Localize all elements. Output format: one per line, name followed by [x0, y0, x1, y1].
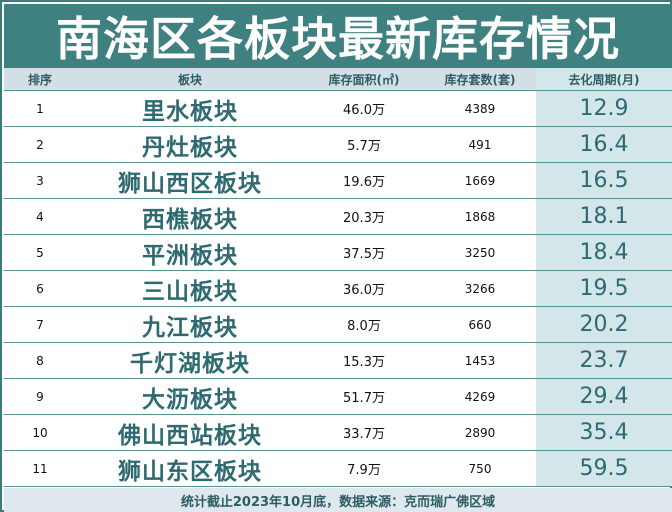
row-index: 2	[4, 126, 76, 163]
header-period: 去化周期(月)	[536, 68, 672, 91]
row-block-name: 三山板块	[76, 270, 304, 307]
header-area: 库存面积(㎡)	[304, 68, 424, 91]
row-inventory-area: 5.7万	[304, 126, 424, 163]
row-absorption-period: 29.4	[536, 378, 672, 415]
table-row: 5 平洲板块 37.5万 3250 18.4	[4, 234, 672, 271]
row-inventory-units: 750	[424, 450, 536, 487]
row-inventory-units: 4269	[424, 378, 536, 415]
row-inventory-units: 1868	[424, 198, 536, 235]
table-row: 7 九江板块 8.0万 660 20.2	[4, 306, 672, 343]
row-block-name: 千灯湖板块	[76, 342, 304, 379]
row-inventory-units: 2890	[424, 414, 536, 451]
row-inventory-units: 660	[424, 306, 536, 343]
row-inventory-units: 3250	[424, 234, 536, 271]
row-index: 5	[4, 234, 76, 271]
row-absorption-period: 16.4	[536, 126, 672, 163]
row-absorption-period: 59.5	[536, 450, 672, 487]
row-index: 4	[4, 198, 76, 235]
row-index: 3	[4, 162, 76, 199]
table-row: 9 大沥板块 51.7万 4269 29.4	[4, 378, 672, 415]
source-footnote: 统计截止2023年10月底，数据来源：克而瑞广佛区域	[4, 488, 672, 512]
table-header-row: 排序 板块 库存面积(㎡) 库存套数(套) 去化周期(月)	[4, 68, 672, 91]
table-row: 6 三山板块 36.0万 3266 19.5	[4, 270, 672, 307]
row-inventory-units: 3266	[424, 270, 536, 307]
header-index: 排序	[4, 68, 76, 91]
inventory-table: 排序 板块 库存面积(㎡) 库存套数(套) 去化周期(月) 1 里水板块 46.0万…	[4, 68, 672, 487]
row-index: 7	[4, 306, 76, 343]
row-index: 6	[4, 270, 76, 307]
table-row: 2 丹灶板块 5.7万 491 16.4	[4, 126, 672, 163]
row-inventory-area: 51.7万	[304, 378, 424, 415]
row-block-name: 西樵板块	[76, 198, 304, 235]
row-absorption-period: 12.9	[536, 90, 672, 127]
row-inventory-units: 4389	[424, 90, 536, 127]
row-inventory-area: 36.0万	[304, 270, 424, 307]
row-inventory-area: 33.7万	[304, 414, 424, 451]
row-block-name: 狮山西区板块	[76, 162, 304, 199]
row-inventory-area: 46.0万	[304, 90, 424, 127]
table-row: 3 狮山西区板块 19.6万 1669 16.5	[4, 162, 672, 199]
row-inventory-area: 37.5万	[304, 234, 424, 271]
row-absorption-period: 16.5	[536, 162, 672, 199]
row-block-name: 佛山西站板块	[76, 414, 304, 451]
row-block-name: 大沥板块	[76, 378, 304, 415]
row-inventory-units: 491	[424, 126, 536, 163]
row-inventory-area: 8.0万	[304, 306, 424, 343]
row-index: 9	[4, 378, 76, 415]
row-absorption-period: 20.2	[536, 306, 672, 343]
row-index: 1	[4, 90, 76, 127]
row-index: 10	[4, 414, 76, 451]
row-block-name: 丹灶板块	[76, 126, 304, 163]
row-absorption-period: 35.4	[536, 414, 672, 451]
row-inventory-area: 7.9万	[304, 450, 424, 487]
row-block-name: 狮山东区板块	[76, 450, 304, 487]
row-inventory-units: 1453	[424, 342, 536, 379]
row-block-name: 九江板块	[76, 306, 304, 343]
row-inventory-area: 19.6万	[304, 162, 424, 199]
table-row: 4 西樵板块 20.3万 1868 18.1	[4, 198, 672, 235]
row-absorption-period: 18.1	[536, 198, 672, 235]
row-absorption-period: 23.7	[536, 342, 672, 379]
table-row: 11 狮山东区板块 7.9万 750 59.5	[4, 450, 672, 487]
row-inventory-area: 20.3万	[304, 198, 424, 235]
row-index: 11	[4, 450, 76, 487]
table-row: 8 千灯湖板块 15.3万 1453 23.7	[4, 342, 672, 379]
row-inventory-area: 15.3万	[304, 342, 424, 379]
table-row: 10 佛山西站板块 33.7万 2890 35.4	[4, 414, 672, 451]
row-index: 8	[4, 342, 76, 379]
row-inventory-units: 1669	[424, 162, 536, 199]
header-block: 板块	[76, 68, 304, 91]
header-units: 库存套数(套)	[424, 68, 536, 91]
table-row: 1 里水板块 46.0万 4389 12.9	[4, 90, 672, 127]
page-title: 南海区各板块最新库存情况	[4, 4, 672, 68]
row-absorption-period: 18.4	[536, 234, 672, 271]
row-block-name: 里水板块	[76, 90, 304, 127]
row-absorption-period: 19.5	[536, 270, 672, 307]
row-block-name: 平洲板块	[76, 234, 304, 271]
